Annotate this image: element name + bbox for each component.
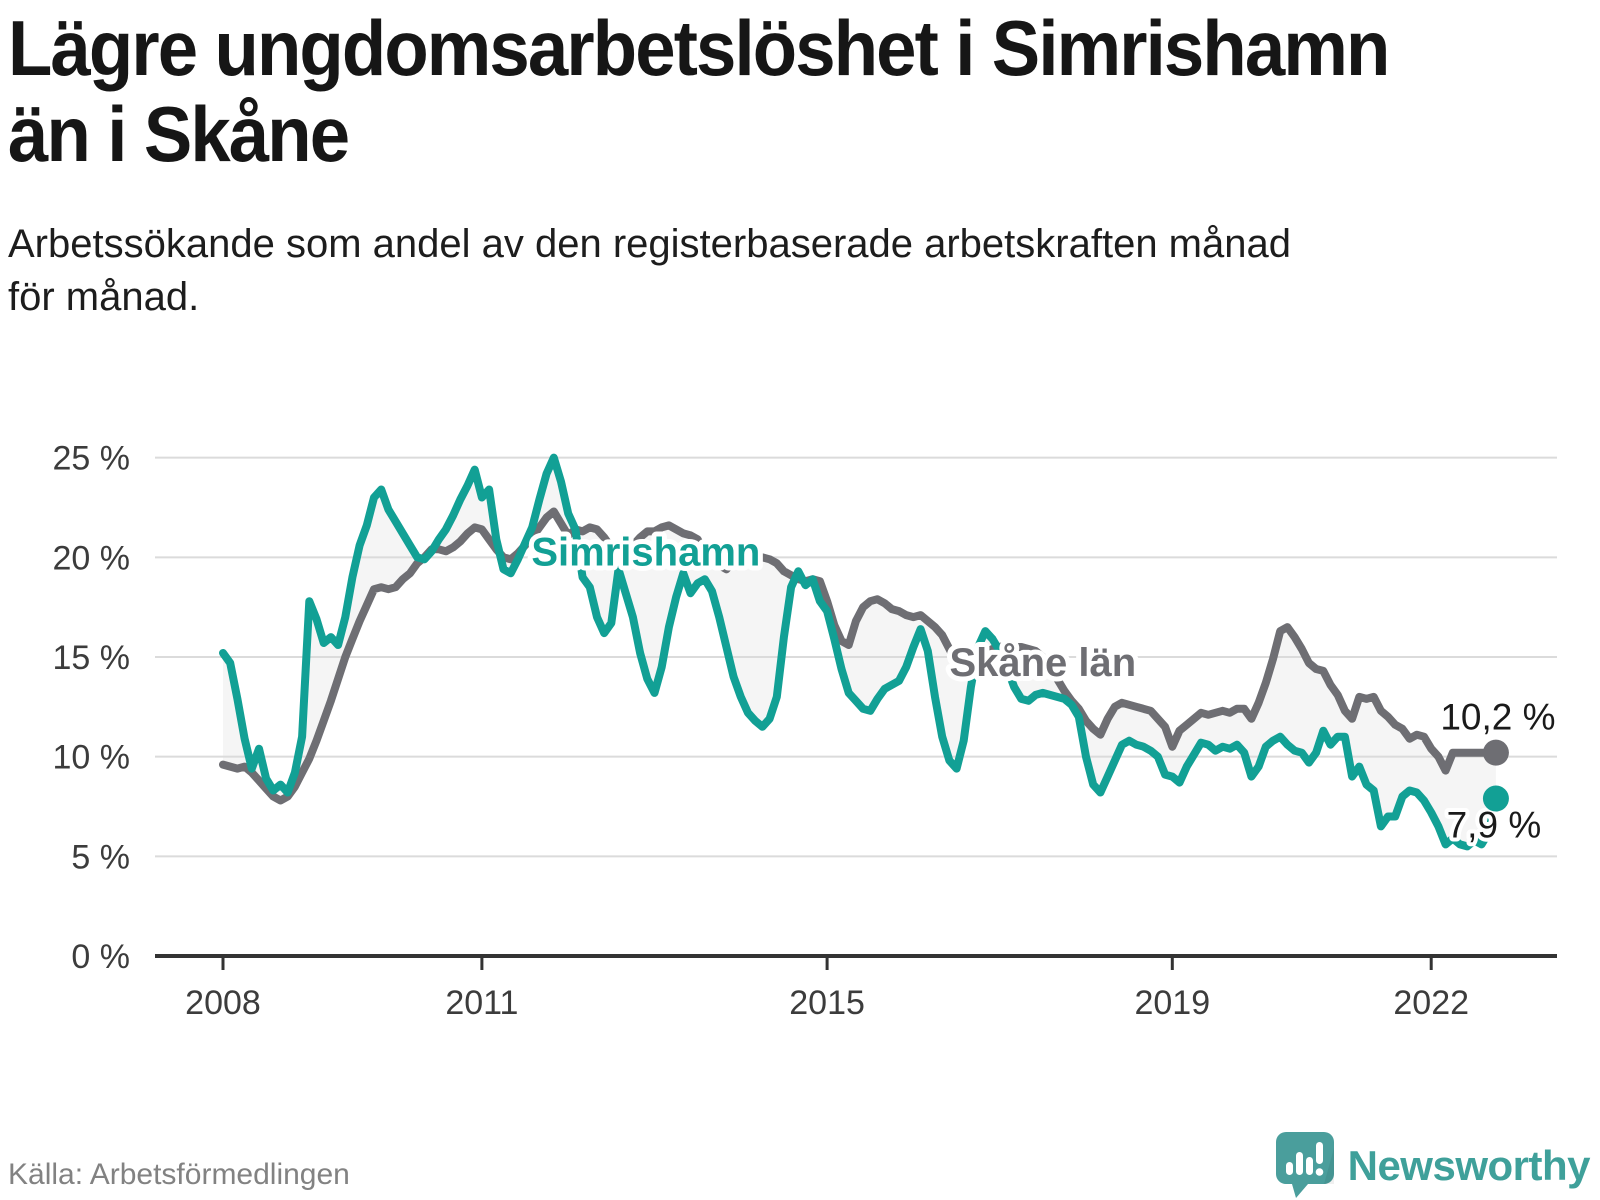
source-note: Källa: Arbetsförmedlingen bbox=[8, 1158, 350, 1191]
logo-shade bbox=[1297, 1148, 1334, 1184]
newsworthy-logo: Newsworthy bbox=[1275, 1132, 1591, 1200]
series-line-simrishamn bbox=[219, 453, 1500, 851]
x-tick-label-2011: 2011 bbox=[445, 984, 518, 1022]
newsworthy-logo-icon bbox=[1275, 1132, 1334, 1198]
end-dot-simrishamn bbox=[1482, 785, 1509, 812]
logo-bar-medium bbox=[1305, 1157, 1313, 1175]
between-series-band bbox=[223, 457, 1496, 847]
y-tick-label-5pct: 5 % bbox=[71, 838, 130, 876]
x-tick-label-2015: 2015 bbox=[789, 984, 865, 1022]
x-tick-label-2008: 2008 bbox=[185, 984, 261, 1022]
chart-subtitle: Arbetssökande som andel av den registerb… bbox=[8, 222, 1291, 319]
y-tick-label-25pct: 25 % bbox=[53, 440, 131, 478]
y-tick-label-20pct: 20 % bbox=[53, 539, 131, 577]
x-tick-label-2019: 2019 bbox=[1134, 984, 1210, 1022]
x-tick-label-2022: 2022 bbox=[1393, 984, 1469, 1022]
inline-label-simrishamn: Simrishamn bbox=[531, 530, 760, 574]
y-tick-label-0pct: 0 % bbox=[71, 938, 130, 976]
y-tick-label-10pct: 10 % bbox=[53, 739, 131, 777]
inline-label-skane: Skåne län bbox=[949, 641, 1136, 685]
logo-exclamation-bar bbox=[1315, 1142, 1323, 1164]
logo-bar-short bbox=[1285, 1162, 1293, 1175]
end-dot-skane bbox=[1482, 739, 1509, 766]
chart-title: Lägre ungdomsarbetslöshet i Simrishamn ä… bbox=[8, 4, 1390, 178]
y-tick-label-15pct: 15 % bbox=[53, 639, 131, 677]
logo-bubble-shape bbox=[1275, 1132, 1334, 1198]
logo-exclamation-dot bbox=[1315, 1168, 1323, 1176]
end-label-skane: 10,2 % bbox=[1440, 697, 1555, 738]
logo-bar-tall bbox=[1295, 1152, 1303, 1175]
brand-name: Newsworthy bbox=[1347, 1142, 1591, 1189]
